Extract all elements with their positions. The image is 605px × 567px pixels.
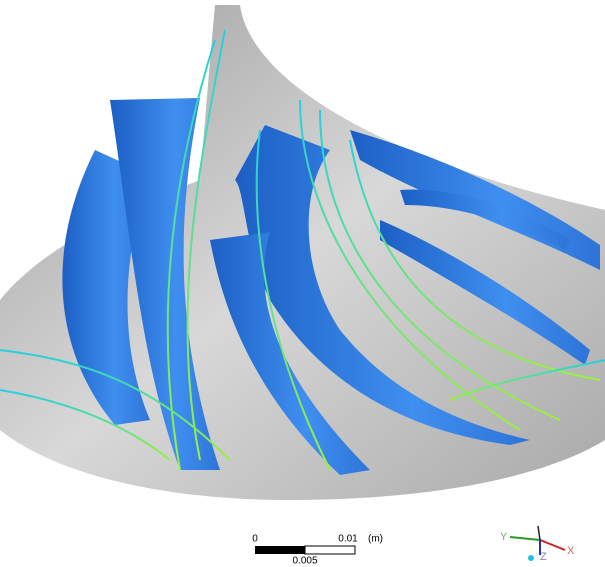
axis-tip: [538, 526, 540, 540]
scale-bar: 0 0.01 (m) 0.005: [252, 534, 383, 567]
scale-unit: (m): [368, 534, 383, 545]
axis-label: Y: [500, 531, 508, 543]
scale-bar-dark: [255, 546, 305, 554]
axis-x: [540, 540, 565, 550]
scale-label: 0: [252, 534, 258, 545]
axis-label: Z: [540, 551, 547, 563]
scale-label: 0.005: [292, 556, 317, 567]
axis-label: X: [567, 545, 575, 557]
scale-bar-light: [305, 546, 355, 554]
cfd-view: 0 0.01 (m) 0.005 Y Z X: [0, 0, 605, 567]
axis-triad: Y Z X: [500, 526, 575, 563]
axis-origin: [528, 555, 534, 561]
scale-label: 0.01: [338, 534, 358, 545]
axis-y: [510, 537, 540, 540]
